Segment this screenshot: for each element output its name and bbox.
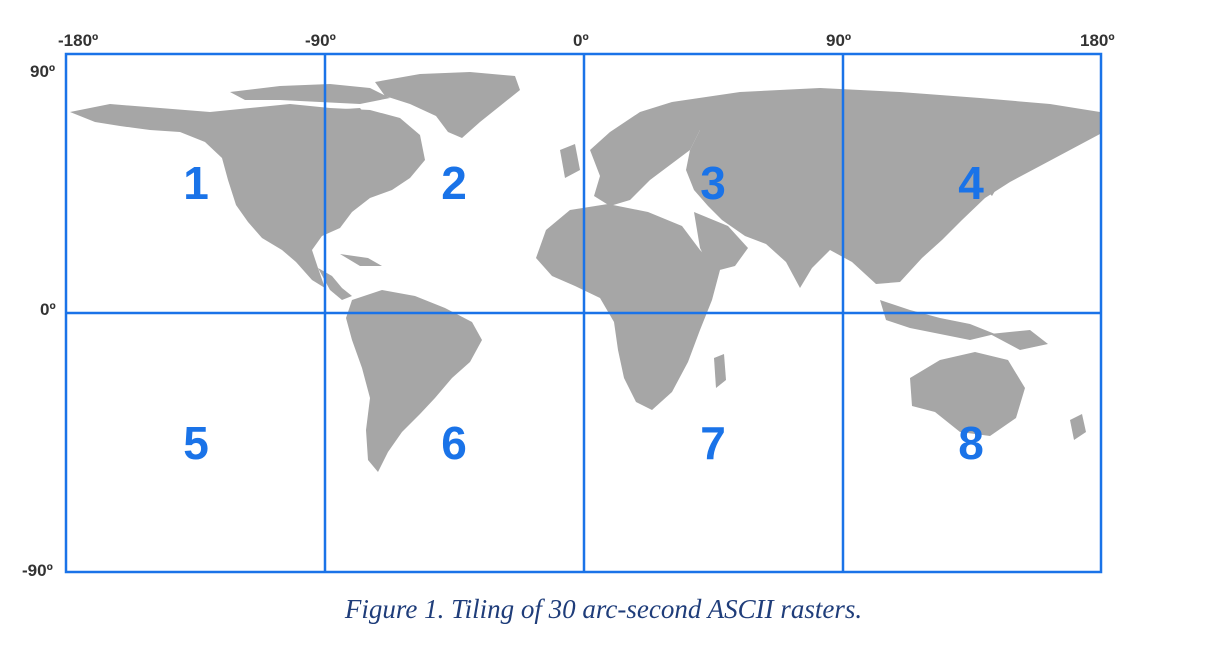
lon-label-180: 180º [1080, 31, 1115, 50]
greenland [375, 72, 520, 138]
asia [672, 88, 1100, 288]
south-america [346, 290, 482, 472]
tile-label-4: 4 [958, 157, 984, 209]
lon-label-minus180: -180º [58, 31, 99, 50]
lon-label-90: 90º [826, 31, 852, 50]
southeast-asia [880, 300, 995, 340]
tile-label-3: 3 [700, 157, 726, 209]
europe [590, 102, 700, 206]
tile-grid [64, 52, 1103, 574]
figure-caption: Figure 1. Tiling of 30 arc-second ASCII … [344, 594, 863, 624]
africa [536, 204, 720, 410]
tile-label-2: 2 [441, 157, 467, 209]
new-zealand [1070, 414, 1086, 440]
lat-label-90: 90º [30, 62, 56, 81]
tile-label-6: 6 [441, 417, 467, 469]
tile-label-7: 7 [700, 417, 726, 469]
madagascar [714, 354, 726, 388]
tile-label-1: 1 [183, 157, 209, 209]
tile-label-8: 8 [958, 417, 984, 469]
landmasses [70, 72, 1100, 472]
arabia [694, 212, 748, 272]
central-america [318, 268, 352, 300]
japan [982, 150, 1004, 196]
tile-label-5: 5 [183, 417, 209, 469]
lat-label-0: 0º [40, 300, 56, 319]
canadian-archipelago [330, 108, 372, 132]
australia [910, 352, 1025, 436]
lon-label-minus90: -90º [305, 31, 336, 50]
north-america [70, 104, 425, 288]
arctic-islands [230, 84, 390, 104]
new-guinea [990, 330, 1048, 350]
caribbean [340, 254, 382, 266]
lat-label-minus90: -90º [22, 561, 53, 580]
lon-label-0: 0º [573, 31, 589, 50]
british-isles [560, 144, 580, 178]
